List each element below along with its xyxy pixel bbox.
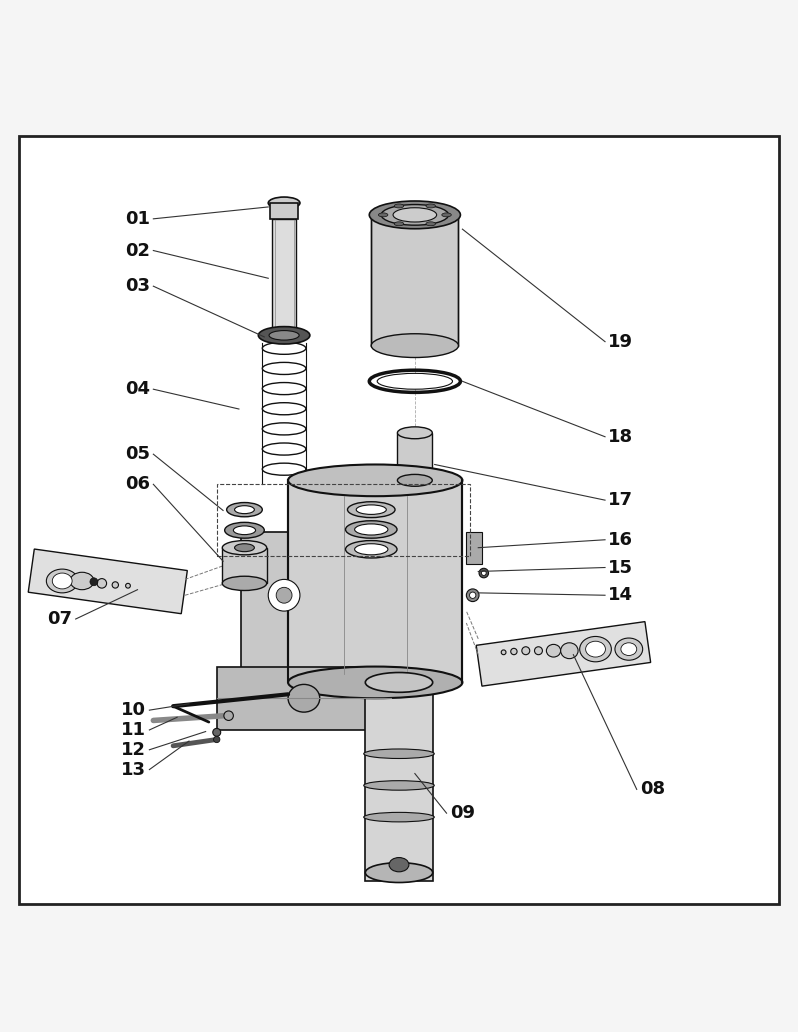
- Ellipse shape: [365, 863, 433, 882]
- Ellipse shape: [354, 544, 388, 555]
- Text: 09: 09: [450, 804, 475, 823]
- Text: 07: 07: [47, 610, 73, 628]
- Ellipse shape: [535, 647, 543, 654]
- Ellipse shape: [233, 526, 255, 535]
- Ellipse shape: [214, 736, 220, 743]
- Text: 17: 17: [608, 491, 634, 509]
- Ellipse shape: [377, 374, 452, 389]
- Ellipse shape: [393, 207, 437, 222]
- Ellipse shape: [621, 643, 637, 655]
- Text: 18: 18: [608, 427, 634, 446]
- Text: 11: 11: [121, 721, 146, 739]
- Bar: [371, 215, 458, 346]
- Ellipse shape: [364, 780, 434, 791]
- Text: 12: 12: [121, 741, 146, 759]
- Ellipse shape: [125, 583, 130, 588]
- Text: 15: 15: [608, 558, 634, 577]
- Ellipse shape: [442, 213, 452, 217]
- Ellipse shape: [371, 333, 458, 357]
- Text: 06: 06: [125, 476, 150, 493]
- Ellipse shape: [481, 571, 486, 576]
- Ellipse shape: [97, 579, 107, 588]
- Ellipse shape: [394, 204, 404, 207]
- Ellipse shape: [53, 573, 72, 589]
- Ellipse shape: [522, 647, 530, 654]
- Bar: [223, 548, 267, 583]
- Ellipse shape: [397, 427, 433, 439]
- Ellipse shape: [469, 592, 476, 599]
- Ellipse shape: [90, 578, 98, 586]
- Ellipse shape: [615, 638, 642, 660]
- Ellipse shape: [46, 569, 78, 592]
- Ellipse shape: [586, 641, 606, 657]
- Bar: [240, 531, 336, 706]
- Ellipse shape: [397, 475, 433, 486]
- Ellipse shape: [381, 204, 448, 225]
- Ellipse shape: [288, 667, 462, 699]
- Ellipse shape: [511, 648, 517, 654]
- Ellipse shape: [225, 522, 264, 539]
- Bar: [217, 667, 391, 730]
- Ellipse shape: [235, 544, 255, 552]
- Ellipse shape: [364, 749, 434, 759]
- Ellipse shape: [356, 505, 386, 514]
- Bar: [270, 203, 298, 219]
- Ellipse shape: [113, 582, 118, 588]
- Ellipse shape: [259, 326, 310, 344]
- Ellipse shape: [479, 569, 488, 578]
- Text: 03: 03: [125, 278, 150, 295]
- Ellipse shape: [276, 587, 292, 603]
- Text: 04: 04: [125, 380, 150, 398]
- Ellipse shape: [288, 464, 462, 496]
- Text: 05: 05: [125, 445, 150, 463]
- Ellipse shape: [227, 503, 263, 517]
- Ellipse shape: [394, 222, 404, 226]
- FancyBboxPatch shape: [476, 621, 650, 686]
- Ellipse shape: [426, 222, 436, 226]
- Ellipse shape: [269, 330, 299, 341]
- Ellipse shape: [365, 673, 433, 692]
- Bar: [466, 531, 482, 563]
- Ellipse shape: [213, 729, 221, 736]
- Ellipse shape: [426, 204, 436, 207]
- Bar: [288, 480, 462, 682]
- Ellipse shape: [223, 576, 267, 590]
- Text: 14: 14: [608, 586, 634, 605]
- Ellipse shape: [547, 644, 561, 657]
- FancyBboxPatch shape: [28, 549, 188, 614]
- Ellipse shape: [389, 858, 409, 872]
- Text: 13: 13: [121, 761, 146, 778]
- Text: 19: 19: [608, 332, 634, 351]
- Ellipse shape: [364, 812, 434, 821]
- Ellipse shape: [235, 506, 255, 514]
- Ellipse shape: [501, 650, 506, 654]
- Text: 08: 08: [640, 780, 666, 799]
- Ellipse shape: [347, 502, 395, 518]
- Ellipse shape: [346, 521, 397, 539]
- Bar: [397, 432, 433, 480]
- Ellipse shape: [346, 541, 397, 558]
- Ellipse shape: [466, 589, 479, 602]
- Ellipse shape: [268, 579, 300, 611]
- Bar: [365, 682, 433, 880]
- Ellipse shape: [369, 201, 460, 229]
- Ellipse shape: [224, 711, 233, 720]
- Ellipse shape: [70, 573, 94, 589]
- Ellipse shape: [354, 524, 388, 535]
- Bar: [217, 484, 470, 555]
- Ellipse shape: [579, 637, 611, 662]
- Bar: [272, 219, 296, 333]
- Text: 01: 01: [125, 209, 150, 228]
- Ellipse shape: [268, 197, 300, 208]
- Ellipse shape: [223, 541, 267, 555]
- Text: 02: 02: [125, 241, 150, 259]
- Ellipse shape: [288, 684, 320, 712]
- Text: 10: 10: [121, 701, 146, 719]
- Ellipse shape: [561, 643, 578, 658]
- Text: 16: 16: [608, 530, 634, 549]
- Ellipse shape: [378, 213, 388, 217]
